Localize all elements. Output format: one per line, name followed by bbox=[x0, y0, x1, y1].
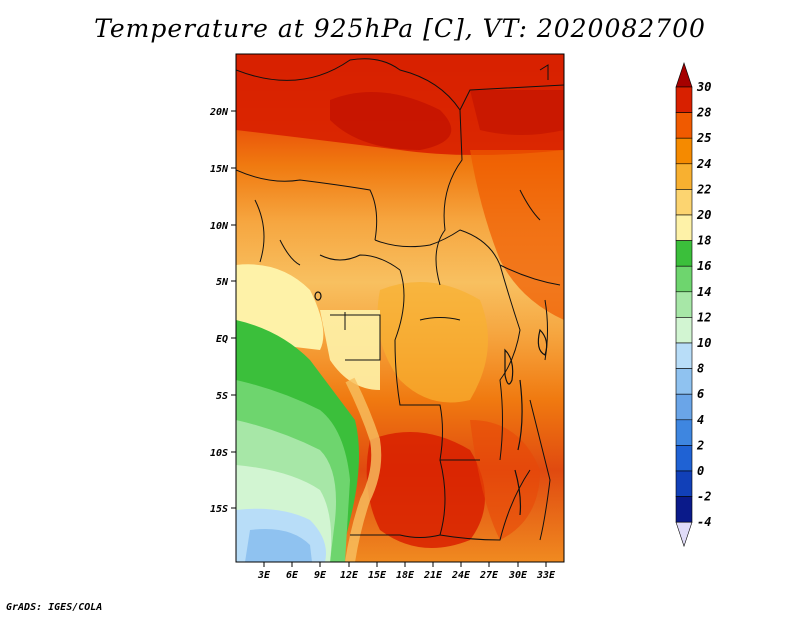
lat-label: 20N bbox=[209, 107, 229, 118]
lon-label: 18E bbox=[396, 570, 415, 581]
colorbar-label: 22 bbox=[696, 182, 711, 196]
lat-label: 15N bbox=[210, 164, 229, 175]
colorbar-label: 14 bbox=[697, 285, 711, 299]
grads-credit: GrADS: IGES/COLA bbox=[6, 602, 103, 613]
lat-label: 5S bbox=[216, 391, 228, 402]
colorbar-segment bbox=[675, 214, 693, 241]
lon-label: 33E bbox=[536, 570, 556, 581]
colorbar-label: 20 bbox=[696, 208, 711, 222]
lat-label: 15S bbox=[210, 504, 228, 515]
lon-label: 24E bbox=[451, 570, 471, 581]
longitude-axis: 3E 6E 9E 12E 15E 18E 21E 24E 27E 30E 33E bbox=[257, 570, 556, 581]
colorbar-segment bbox=[675, 137, 693, 165]
colorbar-label: 0 bbox=[697, 464, 704, 478]
colorbar-segment bbox=[675, 86, 693, 113]
colorbar-segment bbox=[675, 291, 693, 318]
colorbar-label: 24 bbox=[696, 157, 711, 171]
lon-label: 27E bbox=[479, 570, 499, 581]
lon-label: 21E bbox=[423, 570, 443, 581]
colorbar-label: 4 bbox=[697, 413, 704, 427]
colorbar-segment bbox=[675, 470, 693, 497]
colorbar-segment bbox=[675, 163, 693, 190]
colorbar-label: 30 bbox=[696, 80, 711, 94]
colorbar-label: -2 bbox=[697, 490, 711, 504]
lon-label: 6E bbox=[286, 570, 299, 581]
lat-label: 5N bbox=[216, 277, 229, 288]
colorbar-segment bbox=[675, 496, 693, 523]
colorbar-bottom-triangle bbox=[675, 521, 693, 548]
colorbar-segment bbox=[675, 342, 693, 369]
lon-label: 30E bbox=[508, 570, 528, 581]
colorbar-segment bbox=[675, 445, 693, 472]
colorbar-segment bbox=[675, 419, 693, 446]
colorbar-label: -4 bbox=[697, 515, 711, 529]
lat-label: 10S bbox=[210, 448, 228, 459]
colorbar-label: 6 bbox=[697, 387, 704, 401]
colorbar-segment bbox=[675, 393, 693, 421]
lon-label: 15E bbox=[368, 570, 387, 581]
colorbar-label: 10 bbox=[697, 336, 711, 350]
colorbar-segment bbox=[675, 112, 693, 139]
colorbar-label: 25 bbox=[696, 131, 711, 145]
colorbar-segment bbox=[675, 317, 693, 344]
colorbar-top-triangle bbox=[675, 62, 693, 88]
colorbar-label: 12 bbox=[697, 310, 711, 324]
lon-label: 12E bbox=[340, 570, 359, 581]
colorbar-label: 28 bbox=[696, 106, 711, 120]
lon-label: 9E bbox=[314, 570, 327, 581]
colorbar-segment bbox=[675, 240, 693, 267]
colorbar-label: 8 bbox=[697, 362, 704, 376]
latitude-axis: 20N 15N 10N 5N EQ 5S 10S 15S bbox=[209, 107, 229, 515]
map-title: Temperature at 925hPa [C], VT: 202008270… bbox=[94, 14, 706, 43]
lat-label: 10N bbox=[210, 221, 229, 232]
colorbar-segment bbox=[675, 368, 693, 395]
lon-label: 3E bbox=[257, 570, 271, 581]
lat-label: EQ bbox=[216, 334, 228, 345]
colorbar-label: 16 bbox=[697, 259, 711, 273]
colorbar-segment bbox=[675, 189, 693, 216]
colorbar-segment bbox=[675, 265, 693, 293]
colorbar-label: 2 bbox=[696, 438, 704, 452]
colorbar-label: 18 bbox=[697, 234, 711, 248]
temperature-field bbox=[236, 54, 564, 562]
map-frame bbox=[235, 53, 565, 563]
